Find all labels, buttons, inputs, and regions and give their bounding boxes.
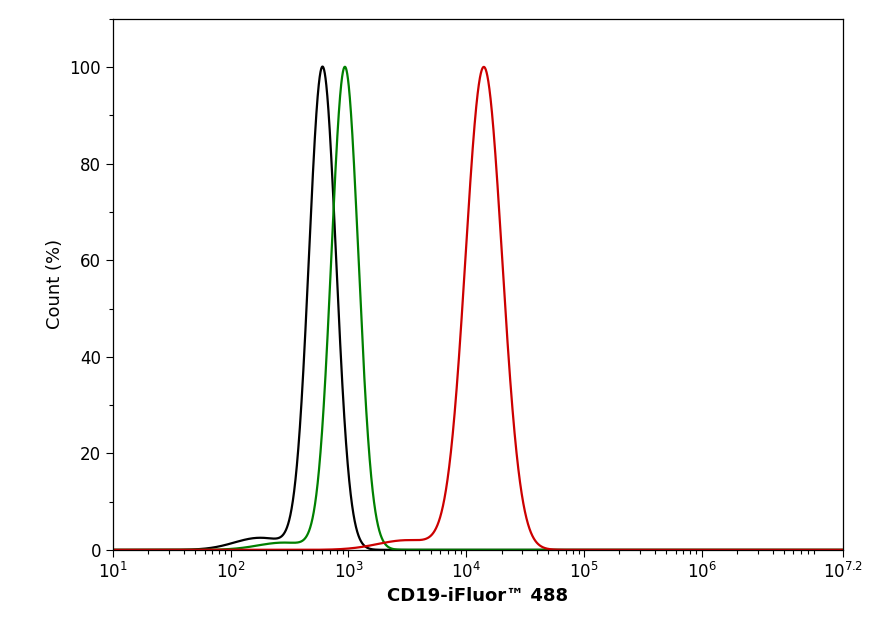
Y-axis label: Count (%): Count (%)	[46, 240, 64, 329]
X-axis label: CD19-iFluor™ 488: CD19-iFluor™ 488	[388, 587, 568, 605]
